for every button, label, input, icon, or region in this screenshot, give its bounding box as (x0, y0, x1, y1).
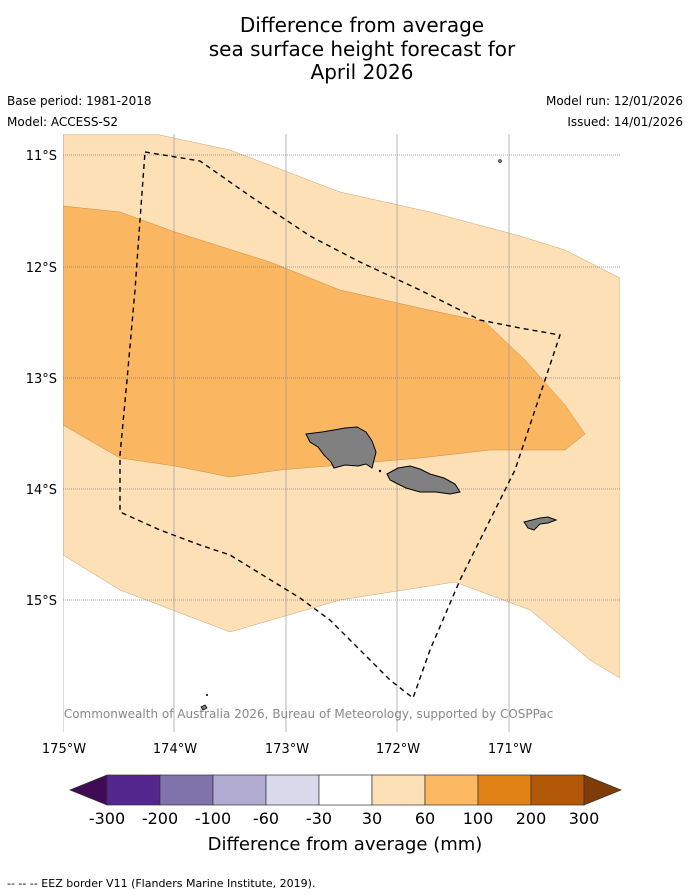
colorbar-tick: 300 (569, 809, 600, 828)
colorbar-extend-high (583, 774, 622, 806)
colorbar-segment (106, 774, 161, 806)
title-line-2: sea surface height forecast for (208, 36, 516, 61)
colorbar-tick: -30 (306, 809, 332, 828)
colorbar-label: Difference from average (mm) (208, 834, 483, 855)
lon-label: 173°W (265, 742, 309, 757)
lon-labels: 175°W 174°W 173°W 172°W 171°W (42, 742, 532, 757)
colorbar-segment (371, 774, 426, 806)
islet-north (498, 159, 502, 163)
colorbar-extend-low (69, 774, 108, 806)
base-period: Base period: 1981-2018 (7, 94, 152, 108)
islet-south (200, 704, 208, 711)
title-line-1: Difference from average (239, 13, 485, 37)
lon-label: 175°W (42, 742, 86, 757)
issued-date: Issued: 14/01/2026 (567, 115, 683, 129)
colorbar-segment (530, 774, 585, 806)
colorbar (69, 774, 622, 806)
colorbar-tick: -60 (253, 809, 279, 828)
lat-label: 14°S (26, 483, 57, 498)
lat-labels: 11°S 12°S 13°S 14°S 15°S (26, 149, 57, 609)
colorbar-segment (212, 774, 267, 806)
lat-label: 13°S (26, 372, 57, 387)
island-savaii (305, 426, 377, 469)
colorbar-tick: 100 (463, 809, 494, 828)
lon-gridlines (63, 134, 510, 732)
islet-manono (378, 469, 382, 473)
colorbar-tick: -100 (195, 809, 231, 828)
chart-title: Difference from average sea surface heig… (0, 13, 690, 85)
island-upolu (386, 465, 461, 495)
island-tutuila (523, 516, 558, 531)
colorbar-segment (318, 774, 373, 806)
colorbar-tick: 200 (516, 809, 547, 828)
lon-label: 171°W (488, 742, 532, 757)
meta-right: Model run: 12/01/2026 Issued: 14/01/2026 (546, 94, 683, 136)
lon-label: 172°W (376, 742, 420, 757)
model-name: Model: ACCESS-S2 (7, 115, 119, 129)
model-run: Model run: 12/01/2026 (545, 94, 683, 108)
copyright-text: © Commonwealth of Australia 2026, Bureau… (48, 707, 553, 721)
colorbar-tick: 60 (415, 809, 435, 828)
islet-south-2 (206, 694, 208, 696)
colorbar-segment (265, 774, 320, 806)
colorbar-segment (159, 774, 214, 806)
lat-gridlines (63, 154, 620, 601)
map-panel: © Commonwealth of Australia 2026, Bureau… (48, 134, 620, 732)
lat-label: 12°S (26, 261, 57, 276)
lat-label: 15°S (26, 594, 57, 609)
colorbar-ticks: -300 -200 -100 -60 -30 30 60 100 200 300 (89, 809, 599, 828)
colorbar-tick: -300 (89, 809, 125, 828)
colorbar-tick: -200 (142, 809, 178, 828)
meta-left: Base period: 1981-2018 Model: ACCESS-S2 (7, 94, 152, 136)
title-line-3: April 2026 (310, 60, 414, 84)
eez-legend: -- -- -- EEZ border V11 (Flanders Marine… (7, 877, 316, 890)
lon-label: 174°W (153, 742, 197, 757)
colorbar-tick: 30 (362, 809, 382, 828)
lat-label: 11°S (26, 149, 57, 164)
colorbar-segment (477, 774, 532, 806)
contour-band-60-100 (63, 205, 586, 478)
colorbar-segment (424, 774, 479, 806)
